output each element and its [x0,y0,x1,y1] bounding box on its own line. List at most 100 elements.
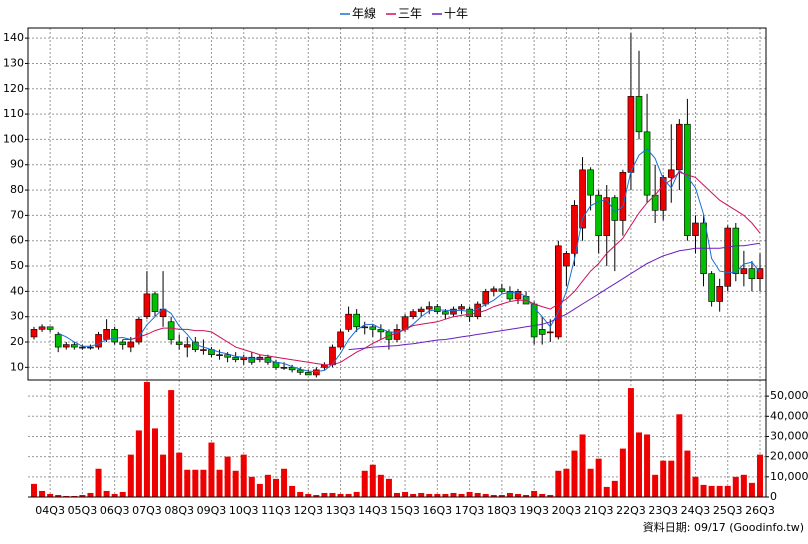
ma-line [57,148,761,373]
volume-bar [450,492,457,497]
volume-bar [757,454,763,497]
volume-bar [402,491,409,497]
candle-body [248,356,256,363]
volume-bar [434,493,441,497]
candle-body [54,334,62,348]
x-tick-label: 23Q3 [648,504,678,517]
volume-bar [724,485,731,497]
volume-bar [652,474,659,497]
candle-body [296,369,304,373]
volume-bar [208,442,215,497]
x-tick-label: 15Q3 [390,504,420,517]
volume-bar [539,493,546,497]
volume-bar [31,483,37,497]
candle-body [329,346,336,366]
volume-bar [603,486,610,497]
volume-bar [232,470,239,497]
candle-body [627,96,635,173]
y-tick-label: 40 [10,284,24,297]
candle-body [530,303,538,338]
candle-body [353,313,360,328]
volume-bar [515,493,521,497]
candle-body [546,331,554,334]
volume-bar [361,470,368,497]
candle-body [732,227,740,274]
volume-bar [273,478,279,497]
candle-body [183,344,191,348]
candle-body [514,291,522,300]
volume-bar [579,434,586,497]
candle-body [684,123,691,236]
candle-body [676,123,683,171]
candle-body [563,253,570,267]
candle-body [417,308,425,312]
candle-body [425,306,433,310]
volume-bar [716,485,723,497]
x-tick-label: 13Q3 [326,504,356,517]
candle-body [159,308,167,317]
candle-body [756,268,764,280]
volume-bar [426,493,433,497]
candle-body [87,346,94,349]
candle-body [369,326,377,330]
volume-bar [321,492,328,497]
y2-tick-label: 20,000 [770,450,808,463]
y2-tick-label: 30,000 [770,429,808,442]
volume-bar [369,464,376,497]
volume-bar [127,454,134,497]
x-tick-label: 11Q3 [261,504,291,517]
x-tick-label: 09Q3 [197,504,227,517]
candle-body [143,293,151,317]
volume-bar [256,483,263,497]
candle-body [119,341,127,345]
candle-body [127,341,135,348]
volume-bar [377,474,384,497]
volume-bar [176,452,183,497]
volume-bar [184,469,191,497]
volume-bar [571,450,578,497]
volume-bar [345,493,352,497]
candle-body [708,273,715,302]
volume-bar [676,414,683,497]
x-tick-label: 06Q3 [100,504,130,517]
x-tick-label: 25Q3 [713,504,743,517]
y-tick-label: 60 [10,234,24,247]
x-tick-label: 12Q3 [293,504,323,517]
candle-body [38,326,46,330]
legend-label: 年線 [352,6,376,21]
candle-body [482,291,490,305]
volume-bar [523,494,530,497]
volume-bar [39,490,46,497]
volume-bar [442,493,449,497]
volume-bar [353,491,360,497]
volume-bar [668,460,675,497]
volume-bar [95,468,102,497]
candle-body [692,222,699,236]
volume-bar [740,474,747,497]
ma-line [122,171,761,366]
volume-bar [531,490,538,497]
candle-body [200,349,207,351]
candle-body [71,344,78,348]
volume-bar [611,480,618,497]
volume-bar [160,454,167,497]
y-tick-label: 50 [10,259,24,272]
volume-bar [289,485,296,497]
candle-body [434,306,441,312]
candle-body [377,329,385,333]
candle-body [643,131,651,196]
volume-bar [71,495,78,497]
volume-bar [87,492,94,497]
candle-body [740,268,748,274]
volume-bar [555,470,562,497]
volume-bar [248,476,255,497]
candle-body [95,334,102,348]
candle-body [151,293,159,312]
x-tick-label: 17Q3 [455,504,485,517]
candle-body [216,354,223,356]
volume-bar [498,494,505,497]
legend-label: 十年 [444,7,468,21]
candle-body [304,372,312,376]
candle-body [256,356,264,361]
